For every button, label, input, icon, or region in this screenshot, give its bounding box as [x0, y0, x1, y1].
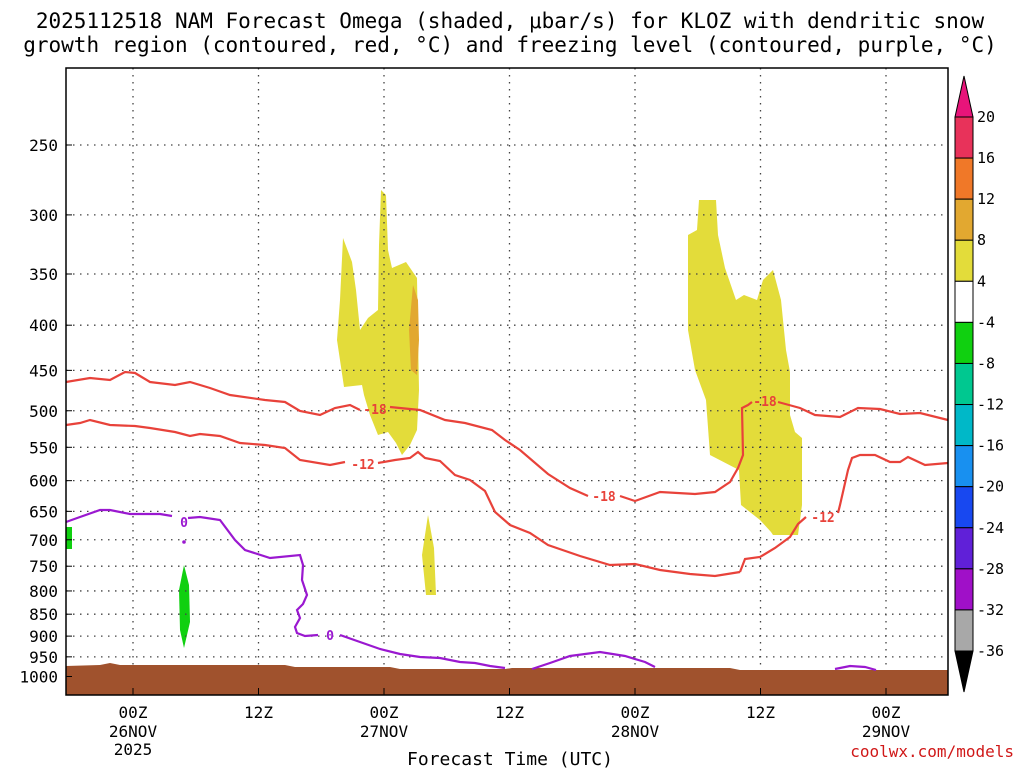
contour-label-purple-2: 0 — [326, 629, 334, 644]
y-tick-label-400: 400 — [29, 316, 58, 335]
contour-labels: -18 -18 -18 -12 -12 0 0 — [180, 395, 835, 644]
purple-contours — [65, 508, 877, 672]
red-contour-minus18-west — [65, 370, 361, 417]
red-contours — [65, 370, 949, 578]
purple-contour-0-east — [834, 664, 877, 672]
y-tick-label-1000: 1000 — [19, 668, 58, 687]
colorbar: 20 16 12 8 4 -4 -8 -12 -16 -20 -24 -28 -32 -36 — [954, 75, 1004, 693]
red-contour-minus12-mid — [377, 450, 741, 578]
x-axis-label: Forecast Time (UTC) — [407, 749, 613, 768]
y-tick-label-500: 500 — [29, 402, 58, 421]
y-tick-label-950: 950 — [29, 648, 58, 667]
colorbar-swatch-2 — [954, 198, 974, 241]
x-tick-sublabel-4-0: 28NOV — [611, 722, 660, 741]
x-tick-label-4: 00Z — [621, 703, 650, 722]
colorbar-label-7: -12 — [977, 396, 1004, 414]
colorbar-label-2: 12 — [977, 190, 995, 208]
purple-contour-0-bump — [531, 650, 656, 671]
y-tick-label-250: 250 — [29, 136, 58, 155]
x-tick-sublabel-2-0: 27NOV — [360, 722, 409, 741]
y-axis: 250 300 350 400 450 500 550 600 650 700 750 800 850 9… — [19, 136, 72, 687]
y-tick-label-700: 700 — [29, 531, 58, 550]
colorbar-swatch-5 — [954, 321, 974, 364]
omega-shade-4 — [688, 200, 802, 535]
purple-contour-0-main-b — [187, 515, 319, 638]
x-tick-label-0: 00Z — [119, 703, 148, 722]
colorbar-swatch-12 — [954, 609, 974, 652]
y-tick-label-350: 350 — [29, 265, 58, 284]
x-tick-label-2: 00Z — [370, 703, 399, 722]
colorbar-label-12: -32 — [977, 601, 1004, 619]
colorbar-label-8: -16 — [977, 437, 1004, 455]
credit-text: coolwx.com/models — [850, 742, 1014, 761]
purple-contour-0-main — [65, 508, 173, 524]
contour-label-red-3: -18 — [753, 395, 777, 410]
omega-shade-1 — [337, 190, 419, 455]
y-tick-label-600: 600 — [29, 472, 58, 491]
y-tick-label-450: 450 — [29, 361, 58, 380]
chart-title-line-2: growth region (contoured, red, °C) and f… — [23, 33, 997, 57]
colorbar-swatch-8 — [954, 445, 974, 488]
y-tick-label-300: 300 — [29, 206, 58, 225]
plot-area: -18 -18 -18 -12 -12 0 0 — [65, 67, 949, 696]
red-contour-minus12-east — [738, 516, 807, 573]
colorbar-label-3: 8 — [977, 231, 986, 249]
colorbar-top-arrow — [954, 75, 974, 118]
colorbar-swatch-11 — [954, 568, 974, 611]
x-tick-label-5: 12Z — [746, 703, 775, 722]
colorbar-swatch-3 — [954, 239, 974, 282]
contour-label-red-4: -12 — [351, 458, 374, 473]
chart-title-line-1: 2025112518 NAM Forecast Omega (shaded, μ… — [36, 9, 985, 33]
colorbar-label-10: -24 — [977, 519, 1004, 537]
colorbar-label-0: 20 — [977, 108, 995, 126]
contour-label-red-1: -18 — [363, 403, 387, 418]
colorbar-label-11: -28 — [977, 560, 1004, 578]
colorbar-swatch-1 — [954, 157, 974, 200]
colorbar-label-4: 4 — [977, 272, 986, 290]
x-tick-label-6: 00Z — [872, 703, 901, 722]
grid-lines — [66, 68, 948, 695]
y-tick-label-550: 550 — [29, 438, 58, 457]
colorbar-label-6: -8 — [977, 354, 995, 372]
omega-shade-5 — [179, 565, 190, 648]
x-tick-label-3: 12Z — [495, 703, 524, 722]
x-tick-sublabel-0-0: 26NOV — [109, 722, 158, 741]
y-tick-label-850: 850 — [29, 605, 58, 624]
red-contour-minus18-mid — [389, 405, 589, 498]
colorbar-label-9: -20 — [977, 478, 1004, 496]
colorbar-label-1: 16 — [977, 149, 995, 167]
colorbar-swatch-7 — [954, 404, 974, 447]
x-tick-label-1: 12Z — [244, 703, 273, 722]
contour-label-purple-1: 0 — [180, 516, 188, 531]
x-tick-sublabel-0-1: 2025 — [114, 740, 153, 759]
colorbar-bottom-arrow — [954, 650, 974, 693]
red-contour-minus12-west — [65, 418, 346, 467]
colorbar-label-13: -36 — [977, 642, 1004, 660]
y-tick-label-800: 800 — [29, 582, 58, 601]
y-tick-label-750: 750 — [29, 557, 58, 576]
purple-contour-dot — [182, 540, 186, 544]
contour-label-red-2: -18 — [592, 490, 616, 505]
colorbar-swatch-4 — [954, 280, 974, 323]
omega-shade-6 — [66, 527, 72, 549]
plot-frame — [65, 67, 949, 696]
contour-label-red-5: -12 — [811, 511, 834, 526]
colorbar-swatch-0 — [954, 116, 974, 159]
x-tick-sublabel-6-0: 29NOV — [862, 722, 911, 741]
omega-shade-3 — [422, 515, 436, 595]
red-contour-minus18-east — [619, 401, 753, 503]
omega-shade-2 — [409, 285, 419, 375]
y-tick-label-900: 900 — [29, 627, 58, 646]
red-contour-minus18-east2 — [777, 400, 949, 422]
terrain — [66, 663, 948, 695]
red-contour-minus12-east2 — [836, 453, 949, 514]
purple-contour-0-main-c — [339, 633, 506, 670]
colorbar-swatch-10 — [954, 527, 974, 570]
colorbar-swatch-6 — [954, 362, 974, 406]
colorbar-swatch-9 — [954, 486, 974, 529]
y-tick-label-650: 650 — [29, 502, 58, 521]
colorbar-label-5: -4 — [977, 313, 995, 331]
